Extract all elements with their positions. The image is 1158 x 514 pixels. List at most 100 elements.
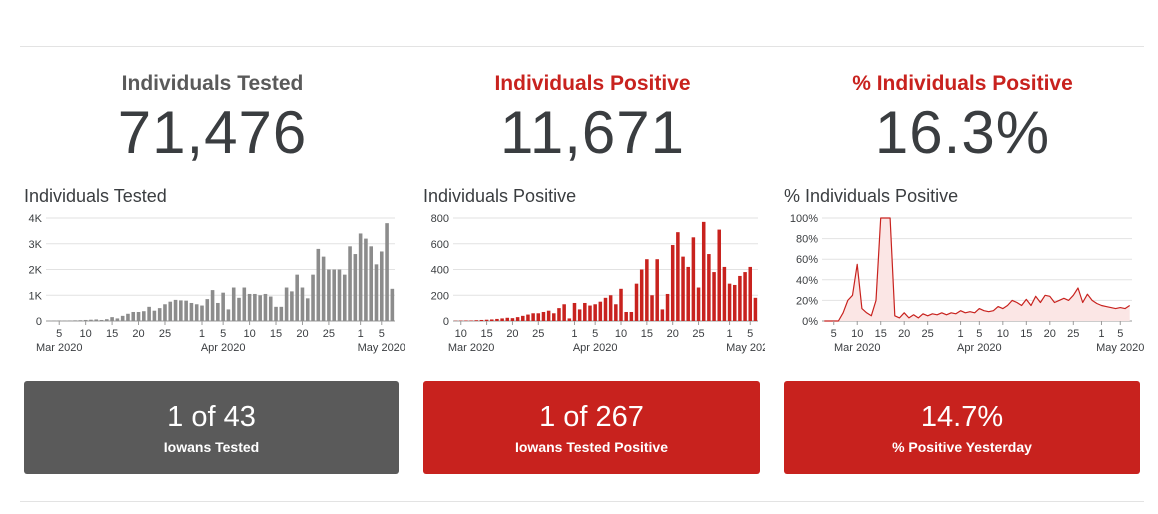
y-tick-label: 0 (443, 316, 449, 328)
x-tick-label: 25 (323, 328, 335, 340)
bar (670, 245, 675, 321)
bar (89, 319, 93, 321)
bar (327, 269, 331, 321)
bar (237, 297, 241, 321)
bar (305, 298, 310, 321)
kpi-title: Individuals Positive (494, 72, 691, 95)
bar (691, 237, 696, 321)
x-tick-label: 25 (532, 328, 544, 340)
bar (572, 302, 577, 321)
x-tick-label: 20 (132, 328, 144, 340)
bar (358, 233, 363, 321)
bar (738, 275, 742, 321)
x-month-label: Apr 2020 (573, 342, 618, 354)
chart-title: Individuals Tested (24, 186, 167, 206)
bar (194, 304, 199, 321)
bar (94, 319, 99, 321)
bar (629, 311, 634, 321)
bar (624, 311, 628, 321)
bar (332, 269, 336, 321)
x-month-label: Apr 2020 (957, 342, 1002, 354)
y-tick-label: 40% (796, 275, 818, 287)
y-tick-label: 4K (29, 213, 43, 225)
bar (179, 300, 183, 321)
bar (583, 302, 587, 321)
bar (364, 238, 368, 321)
y-tick-label: 800 (431, 213, 449, 225)
x-tick-label: 1 (957, 328, 963, 340)
x-tick-label: 10 (615, 328, 627, 340)
bar (157, 308, 162, 321)
bar (686, 266, 690, 321)
bar (676, 232, 680, 321)
bar (147, 306, 151, 321)
bar (126, 313, 130, 321)
percent-positive-area-chart: 0%20%40%60%80%100%5 10 15 20 25 1 5 10 15 20 25 1 5M… (790, 213, 1145, 354)
x-tick-label: 20 (506, 328, 518, 340)
kpi-value: 71,476 (117, 99, 308, 166)
bar (608, 295, 613, 321)
bar (348, 246, 352, 321)
bottom-divider (20, 501, 1144, 502)
bar (701, 221, 706, 321)
bar (385, 223, 389, 321)
x-tick-label: 1 (571, 328, 577, 340)
x-tick-label: 20 (1044, 328, 1056, 340)
card-label: Iowans Tested Positive (514, 439, 668, 455)
x-tick-label: 10 (80, 328, 92, 340)
bar (311, 274, 315, 321)
bar (321, 256, 326, 321)
bar (541, 311, 546, 321)
x-tick-label: 15 (270, 328, 282, 340)
card-label: % Positive Yesterday (892, 439, 1032, 455)
x-month-label: May 2020 (1096, 342, 1144, 354)
bar (614, 304, 618, 321)
x-tick-label: 15 (875, 328, 887, 340)
bar (83, 319, 88, 321)
bar (557, 308, 561, 321)
bar (521, 315, 525, 321)
bar (247, 293, 252, 321)
kpi-title: % Individuals Positive (852, 72, 1073, 95)
bar (707, 254, 711, 321)
bar (210, 290, 215, 321)
bar (279, 306, 284, 321)
bar (205, 299, 210, 321)
x-tick-label: 5 (747, 328, 753, 340)
bar (120, 315, 125, 321)
bar (152, 310, 157, 321)
x-month-label: Mar 2020 (36, 342, 82, 354)
area-fill (824, 218, 1130, 321)
bar (67, 320, 72, 321)
panel-percent-positive: % Individuals Positive 16.3% % Individua… (780, 60, 1145, 480)
x-tick-label: 10 (997, 328, 1009, 340)
chart-title: % Individuals Positive (784, 186, 959, 206)
bar (173, 299, 178, 321)
bar (510, 318, 515, 321)
x-tick-label: 10 (243, 328, 255, 340)
bar (226, 309, 231, 321)
bar (732, 284, 737, 321)
bar (650, 295, 654, 321)
y-tick-label: 1K (29, 290, 43, 302)
bar (722, 266, 727, 321)
bar (696, 287, 701, 321)
x-tick-label: 5 (1117, 328, 1123, 340)
y-tick-label: 400 (431, 265, 449, 277)
bar (598, 301, 603, 321)
bar (337, 269, 342, 321)
bar (231, 287, 236, 321)
x-tick-label: 5 (220, 328, 226, 340)
top-divider (20, 46, 1144, 47)
kpi-value: 11,671 (499, 99, 686, 166)
x-tick-label: 25 (159, 328, 171, 340)
bar (546, 310, 551, 321)
bar (168, 301, 173, 321)
bar (536, 313, 541, 321)
bar (57, 320, 62, 321)
bar (189, 302, 194, 321)
x-month-label: Apr 2020 (201, 342, 246, 354)
bar (593, 304, 597, 321)
bar (665, 293, 670, 321)
y-tick-label: 0% (802, 316, 818, 328)
